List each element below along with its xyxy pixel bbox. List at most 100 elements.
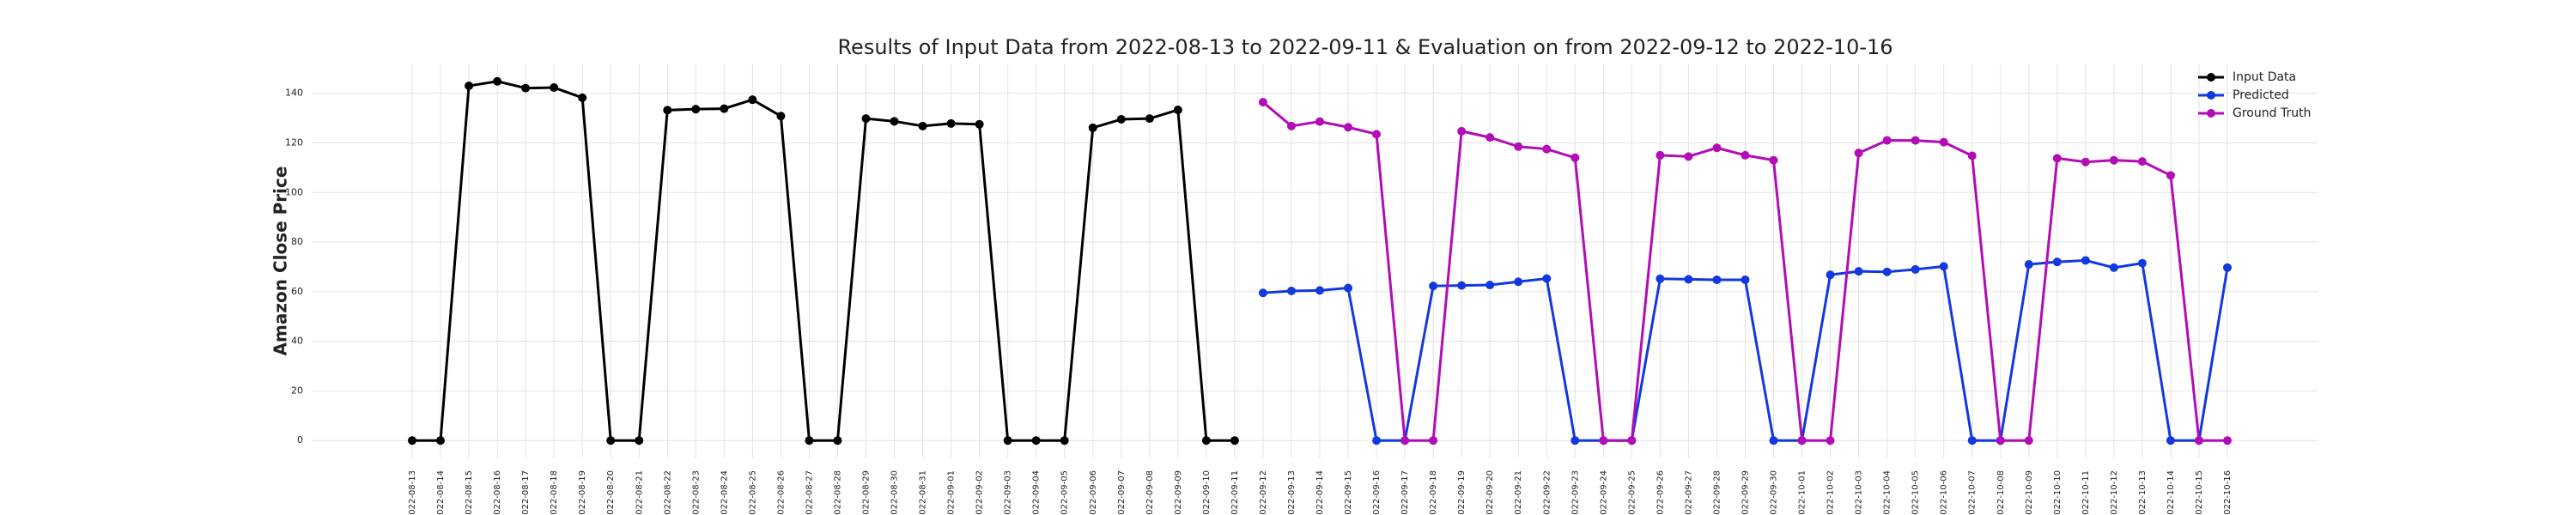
data-point: [1826, 270, 1835, 280]
data-point: [1712, 275, 1722, 284]
data-point: [1344, 283, 1353, 293]
y-tick-label: 20: [291, 385, 303, 396]
legend-label: Ground Truth: [2233, 106, 2311, 120]
data-point: [2137, 157, 2147, 167]
data-point: [1315, 117, 1324, 126]
x-tick-label: 2022-08-25: [748, 470, 757, 515]
x-tick-label: 2022-08-23: [691, 470, 701, 515]
x-tick-label: 2022-09-14: [1315, 470, 1325, 515]
x-tick-label: 2022-10-01: [1798, 470, 1807, 515]
x-tick-label: 2022-09-09: [1174, 470, 1183, 515]
data-point: [1656, 150, 1665, 160]
data-point: [1258, 288, 1267, 298]
data-point: [2081, 157, 2090, 167]
x-tick-label: 2022-09-01: [947, 470, 957, 515]
data-point: [2109, 263, 2118, 272]
series-line: [412, 80, 1235, 442]
y-tick-label: 40: [291, 336, 303, 347]
data-point: [890, 117, 899, 126]
x-tick-label: 2022-09-27: [1684, 470, 1693, 515]
x-tick-label: 2022-09-06: [1089, 470, 1098, 515]
data-point: [578, 93, 587, 102]
data-point: [1939, 262, 1948, 271]
data-point: [550, 83, 559, 93]
x-tick-label: 2022-08-18: [550, 470, 559, 515]
data-point: [691, 105, 701, 114]
data-point: [1457, 126, 1467, 136]
data-point: [1911, 264, 1920, 274]
x-tick-label: 2022-09-10: [1202, 470, 1212, 515]
x-tick-label: 2022-10-14: [2166, 470, 2176, 515]
y-tick-label: 0: [297, 434, 303, 445]
x-tick-label: 2022-10-15: [2195, 470, 2204, 515]
data-point: [521, 83, 531, 93]
x-tick-label: 2022-08-14: [436, 470, 446, 515]
data-point: [1286, 121, 1296, 130]
y-tick-label: 80: [291, 236, 303, 247]
x-tick-label: 2022-08-13: [408, 470, 417, 515]
data-point: [1911, 136, 1920, 145]
x-tick-label: 2022-09-15: [1344, 470, 1353, 515]
x-tick-label: 2022-08-27: [805, 470, 814, 515]
x-tick-label: 2022-09-28: [1712, 470, 1722, 515]
data-point: [1769, 436, 1778, 445]
data-point: [1599, 436, 1608, 445]
x-tick-label: 2022-08-16: [493, 470, 502, 515]
data-point: [1542, 274, 1552, 283]
data-point: [1854, 148, 1863, 158]
x-tick-label: 2022-09-11: [1230, 470, 1240, 515]
data-point: [2024, 260, 2033, 270]
x-tick-label: 2022-09-12: [1259, 470, 1268, 515]
x-tick-label: 2022-09-26: [1656, 470, 1665, 515]
x-tick-label: 2022-09-05: [1060, 470, 1070, 515]
x-tick-label: 2022-10-16: [2223, 470, 2233, 515]
x-tick-label: 2022-09-25: [1627, 470, 1637, 515]
x-tick-label: 2022-08-31: [919, 470, 928, 515]
data-point: [833, 436, 842, 445]
legend-label: Predicted: [2233, 88, 2289, 102]
x-tick-label: 2022-09-30: [1770, 470, 1779, 515]
data-point: [1003, 436, 1012, 445]
x-tick-label: 2022-08-20: [606, 470, 616, 515]
data-point: [1429, 282, 1438, 291]
data-point: [1571, 153, 1580, 162]
y-tick-label: 60: [291, 286, 303, 297]
x-tick-label: 2022-08-29: [862, 470, 872, 515]
data-point: [1372, 436, 1382, 445]
y-tick-label: 100: [285, 186, 303, 197]
y-tick-label: 140: [285, 88, 303, 99]
data-point: [2166, 171, 2175, 180]
data-point: [2223, 436, 2232, 445]
data-point: [1882, 136, 1892, 145]
data-point: [861, 114, 871, 124]
data-point: [1372, 130, 1382, 139]
y-tick-label: 120: [285, 136, 303, 148]
data-point: [1882, 267, 1892, 276]
legend-marker: [2207, 91, 2215, 100]
chart-title: Results of Input Data from 2022-08-13 to…: [837, 35, 1893, 59]
x-tick-label: 2022-09-19: [1457, 470, 1467, 515]
x-tick-label: 2022-08-21: [635, 470, 644, 515]
x-tick-label: 2022-09-18: [1429, 470, 1438, 515]
data-point: [1031, 436, 1041, 445]
data-point: [1457, 281, 1467, 290]
data-point: [1769, 155, 1778, 165]
x-tick-label: 2022-09-13: [1287, 470, 1297, 515]
x-tick-label: 2022-09-04: [1032, 470, 1042, 515]
x-tick-label: 2022-09-07: [1117, 470, 1127, 515]
x-tick-label: 2022-09-20: [1485, 470, 1495, 515]
y-axis-label: Amazon Close Price: [270, 167, 291, 356]
x-tick-label: 2022-09-08: [1145, 470, 1155, 515]
x-tick-label: 2022-10-09: [2025, 470, 2034, 515]
x-tick-label: 2022-09-21: [1514, 470, 1523, 515]
x-tick-label: 2022-10-12: [2110, 470, 2119, 515]
x-tick-label: 2022-08-24: [720, 470, 729, 515]
x-tick-label: 2022-09-03: [1004, 470, 1013, 515]
data-point: [1656, 274, 1665, 283]
x-tick-label: 2022-09-29: [1741, 470, 1750, 515]
data-point: [1315, 286, 1324, 295]
data-point: [1627, 436, 1637, 445]
data-point: [2081, 256, 2090, 265]
x-tick-label: 2022-08-28: [833, 470, 842, 515]
